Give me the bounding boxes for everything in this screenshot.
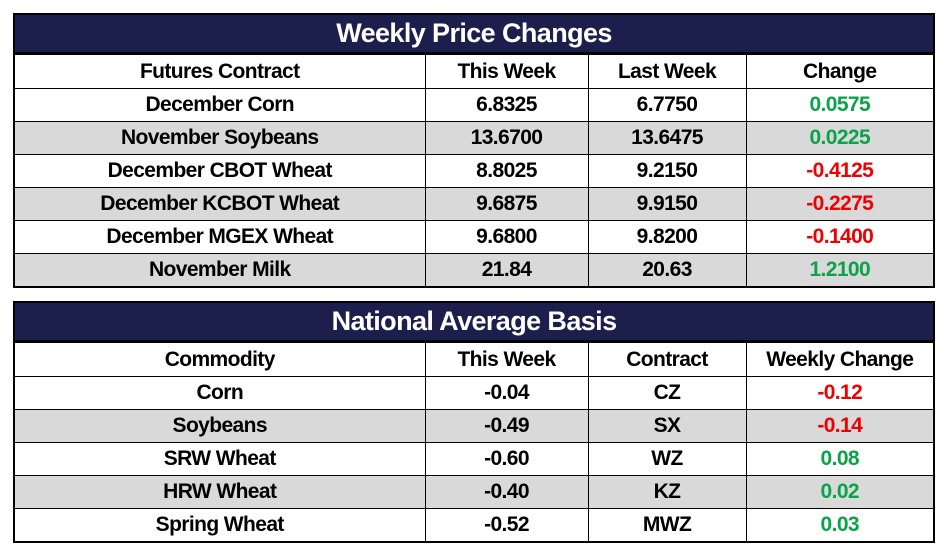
commodity-cell: Soybeans [13,409,426,443]
last-week-cell: 20.63 [587,253,747,288]
contract-cell: SX [587,409,747,443]
change-cell: -0.4125 [745,154,935,188]
table-row: Spring Wheat -0.52 MWZ 0.03 [13,508,935,543]
table-row: Soybeans -0.49 SX -0.14 [13,409,935,443]
table-row: December CBOT Wheat 8.8025 9.2150 -0.4125 [13,154,935,188]
this-week-cell: -0.49 [424,409,589,443]
contract-cell: November Milk [13,253,426,288]
column-header: Futures Contract [13,53,426,89]
commodity-cell: Corn [13,376,426,410]
column-header: Change [745,53,935,89]
this-week-cell: -0.60 [424,442,589,476]
table-row: HRW Wheat -0.40 KZ 0.02 [13,475,935,509]
change-cell: 0.0575 [745,88,935,122]
contract-cell: December Corn [13,88,426,122]
table-row: SRW Wheat -0.60 WZ 0.08 [13,442,935,476]
table-row: November Soybeans 13.6700 13.6475 0.0225 [13,121,935,155]
weekly-change-cell: -0.14 [745,409,935,443]
last-week-cell: 9.9150 [587,187,747,221]
national-average-basis-table: National Average Basis Commodity This We… [13,301,936,543]
change-cell: 1.2100 [745,253,935,288]
this-week-cell: -0.52 [424,508,589,543]
contract-cell: December CBOT Wheat [13,154,426,188]
column-header: Contract [587,341,747,377]
this-week-cell: 9.6875 [424,187,589,221]
column-header: Weekly Change [745,341,935,377]
table-row: Corn -0.04 CZ -0.12 [13,376,935,410]
column-header: Commodity [13,341,426,377]
commodity-cell: SRW Wheat [13,442,426,476]
table-title: Weekly Price Changes [13,13,935,55]
header-row: Commodity This Week Contract Weekly Chan… [13,341,935,377]
change-cell: -0.1400 [745,220,935,254]
column-header: Last Week [587,53,747,89]
contract-cell: CZ [587,376,747,410]
header-row: Futures Contract This Week Last Week Cha… [13,53,935,89]
this-week-cell: 13.6700 [424,121,589,155]
change-cell: -0.2275 [745,187,935,221]
this-week-cell: -0.04 [424,376,589,410]
this-week-cell: -0.40 [424,475,589,509]
this-week-cell: 8.8025 [424,154,589,188]
column-header: This Week [424,53,589,89]
contract-cell: December MGEX Wheat [13,220,426,254]
table-row: December Corn 6.8325 6.7750 0.0575 [13,88,935,122]
table-row: November Milk 21.84 20.63 1.2100 [13,253,935,288]
this-week-cell: 6.8325 [424,88,589,122]
table-title: National Average Basis [13,301,935,343]
weekly-price-changes-table: Weekly Price Changes Futures Contract Th… [13,13,936,288]
contract-cell: December KCBOT Wheat [13,187,426,221]
commodity-cell: Spring Wheat [13,508,426,543]
contract-cell: MWZ [587,508,747,543]
this-week-cell: 21.84 [424,253,589,288]
table-row: December KCBOT Wheat 9.6875 9.9150 -0.2275 [13,187,935,221]
column-header: This Week [424,341,589,377]
last-week-cell: 9.2150 [587,154,747,188]
weekly-change-cell: 0.02 [745,475,935,509]
weekly-change-cell: 0.03 [745,508,935,543]
commodity-cell: HRW Wheat [13,475,426,509]
weekly-change-cell: -0.12 [745,376,935,410]
this-week-cell: 9.6800 [424,220,589,254]
weekly-change-cell: 0.08 [745,442,935,476]
contract-cell: WZ [587,442,747,476]
last-week-cell: 13.6475 [587,121,747,155]
last-week-cell: 9.8200 [587,220,747,254]
table-row: December MGEX Wheat 9.6800 9.8200 -0.1400 [13,220,935,254]
contract-cell: KZ [587,475,747,509]
last-week-cell: 6.7750 [587,88,747,122]
change-cell: 0.0225 [745,121,935,155]
contract-cell: November Soybeans [13,121,426,155]
